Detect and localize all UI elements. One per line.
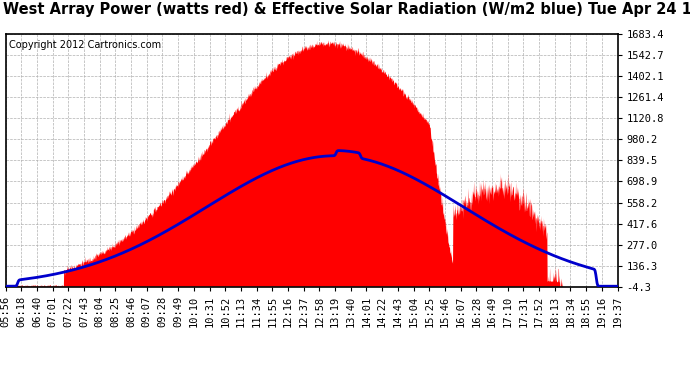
Text: Copyright 2012 Cartronics.com: Copyright 2012 Cartronics.com	[8, 40, 161, 50]
Text: West Array Power (watts red) & Effective Solar Radiation (W/m2 blue) Tue Apr 24 : West Array Power (watts red) & Effective…	[3, 2, 690, 17]
